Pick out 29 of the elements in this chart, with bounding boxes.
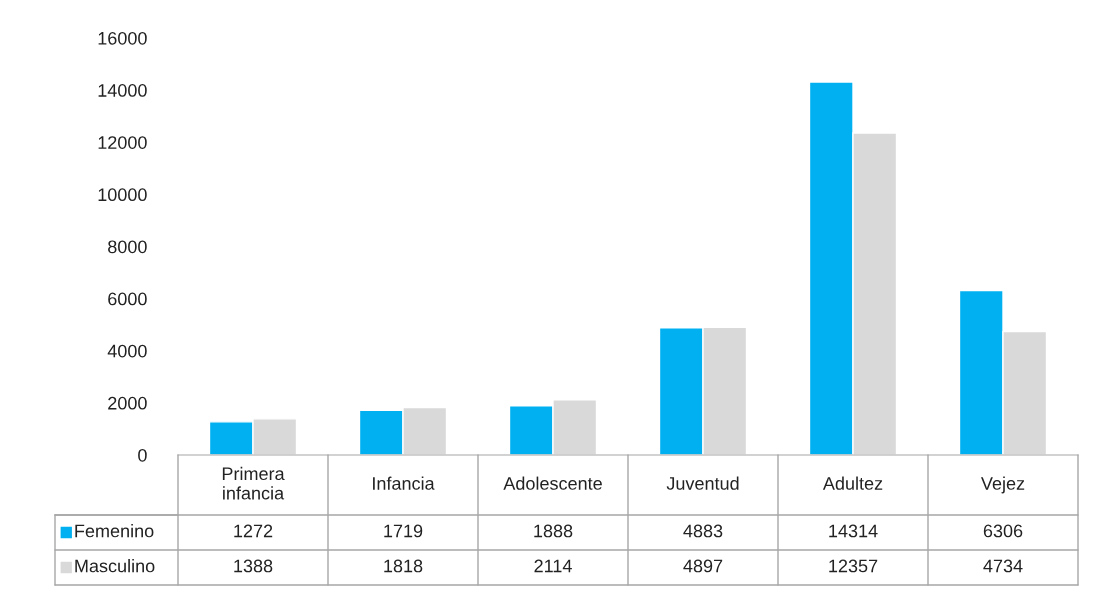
x-tick-label: Vejez (980, 476, 1025, 494)
data-label: 1272 (234, 524, 273, 538)
y-tick-label: 8000 (108, 240, 147, 254)
y-tick-label: 4000 (107, 344, 147, 358)
y-tick-label: 14000 (98, 84, 147, 97)
x-tick-label: Primera infancia (222, 466, 285, 500)
y-tick-label: 10000 (98, 188, 147, 202)
data-label: 1388 (234, 559, 273, 573)
data-label: 6306 (983, 524, 1023, 538)
data-label: 4897 (683, 559, 723, 573)
x-tick-label: Infancia (373, 476, 435, 490)
y-tick-label: 0 (138, 448, 147, 462)
data-label: 4883 (683, 524, 723, 538)
y-tick-label: 12000 (98, 136, 147, 149)
y-tick-label: 2000 (108, 396, 147, 410)
legend-label: Femenino (75, 524, 154, 538)
x-tick-label: Juventud (666, 476, 739, 490)
y-tick-label: 16000 (98, 31, 147, 45)
data-label: 1888 (534, 524, 573, 538)
y-tick-label: 6000 (108, 292, 147, 306)
data-label: 1719 (384, 524, 423, 538)
data-label: 14314 (829, 524, 878, 538)
data-label: 1818 (384, 559, 423, 573)
data-label: 4734 (983, 559, 1023, 573)
data-label: 2114 (534, 559, 572, 573)
x-tick-label: Adolescente (503, 476, 602, 490)
legend-label: Masculino (75, 559, 155, 573)
x-tick-label: Adultez (822, 476, 883, 490)
data-label: 12357 (829, 559, 878, 573)
